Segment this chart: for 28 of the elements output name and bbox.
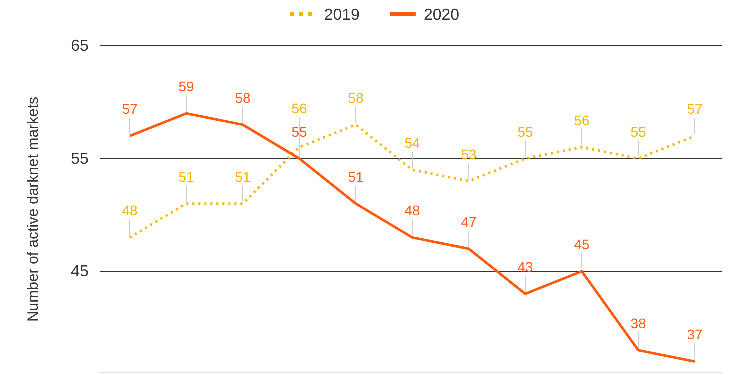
data-label: 56: [292, 100, 308, 116]
data-label: 43: [518, 259, 534, 276]
y-tick-label: 65: [71, 38, 89, 56]
data-label: 58: [348, 90, 364, 106]
data-label: 48: [122, 202, 138, 219]
data-label: 57: [687, 101, 703, 118]
data-label: 51: [348, 168, 364, 185]
data-label: 51: [235, 168, 251, 185]
legend-label: 2020: [424, 7, 460, 24]
data-label: 54: [404, 135, 420, 152]
data-label: 55: [630, 124, 646, 140]
y-tick-label: 55: [71, 150, 89, 168]
data-label: 37: [687, 326, 703, 343]
data-label: 53: [461, 146, 477, 162]
data-label: 51: [178, 168, 194, 185]
data-label: 57: [122, 101, 138, 118]
y-tick-label: 45: [71, 264, 89, 281]
y-axis-title: Number of active darknet markets: [25, 96, 42, 322]
data-label: 55: [518, 124, 534, 140]
data-label: 38: [630, 315, 646, 332]
data-label: 59: [178, 78, 194, 95]
data-label: 45: [574, 236, 590, 253]
data-label: 55: [292, 124, 308, 140]
data-label: 56: [574, 112, 590, 128]
data-label: 47: [461, 214, 477, 230]
data-label: 48: [404, 202, 420, 219]
legend-label: 2019: [324, 7, 360, 24]
data-label: 58: [235, 90, 251, 106]
